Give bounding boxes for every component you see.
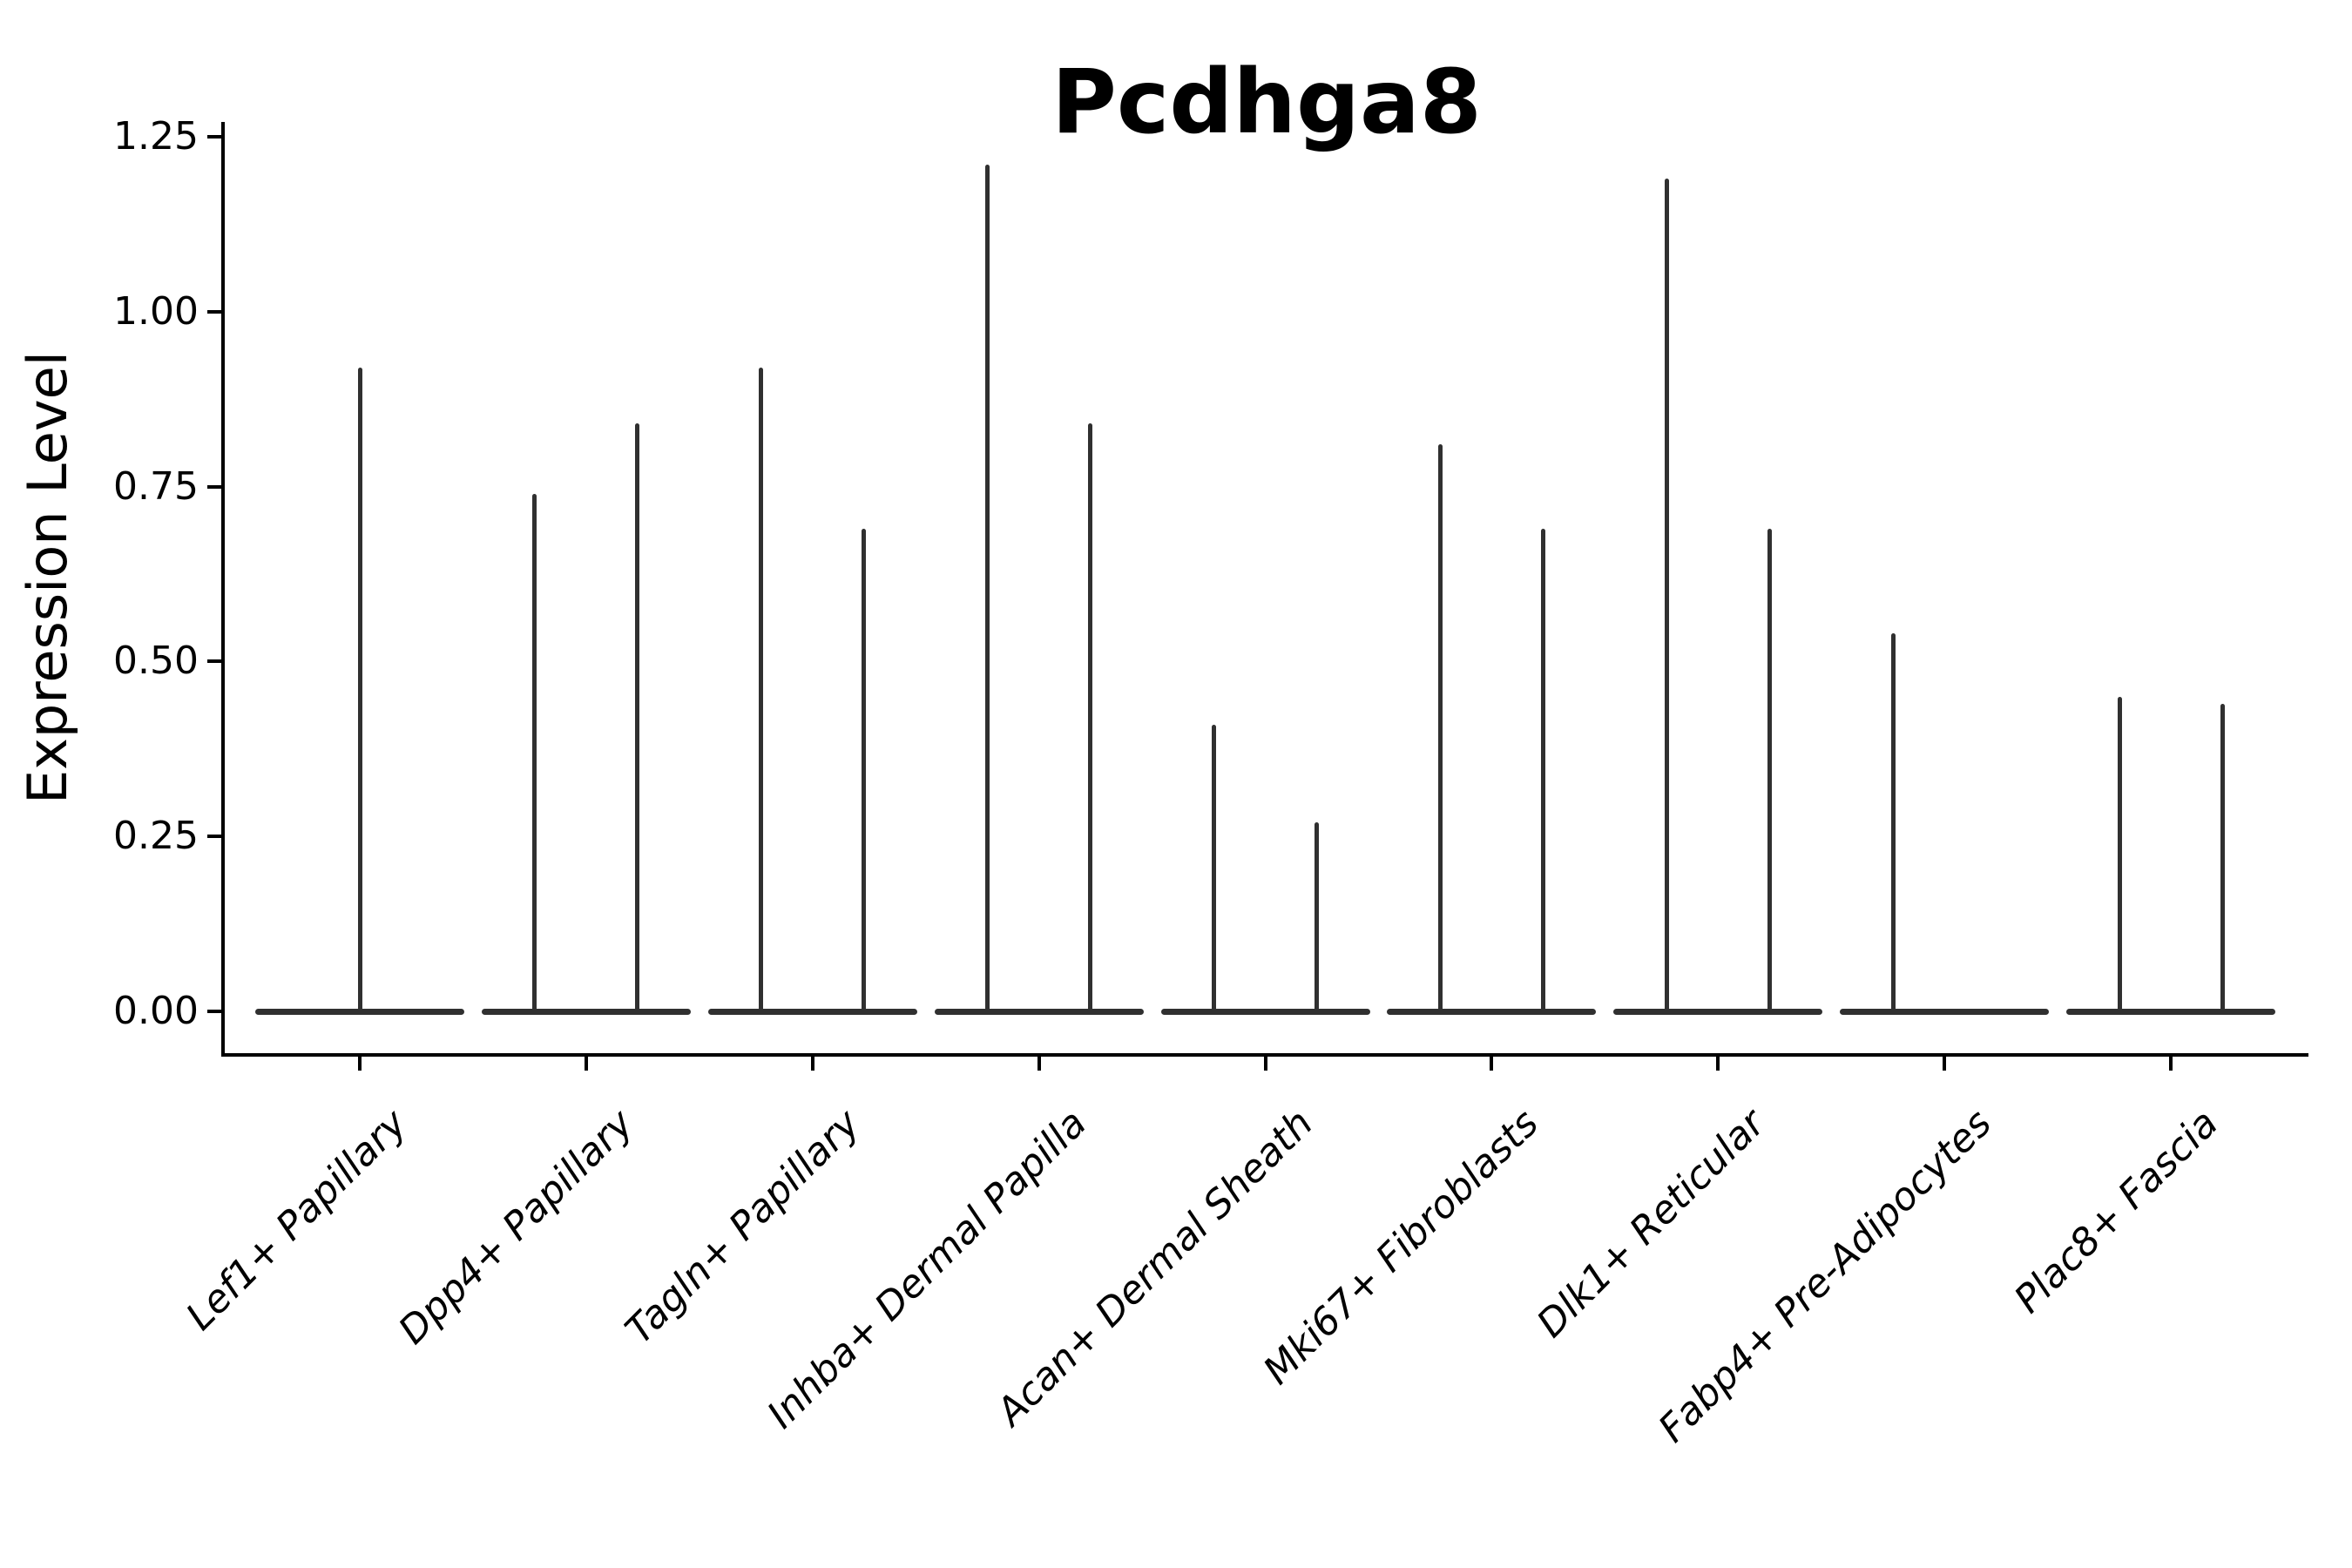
x-tick-label: Plac8+ Fascia <box>2005 1101 2227 1322</box>
violin-spike <box>1088 423 1093 1013</box>
x-tick-label: Mki67+ Fibroblasts <box>1255 1101 1548 1394</box>
x-axis-spine <box>221 1053 2308 1057</box>
violin-spike <box>1212 724 1216 1013</box>
x-tick <box>584 1057 588 1071</box>
y-tick-label: 1.00 <box>113 288 199 334</box>
violin-spike <box>2220 703 2225 1013</box>
y-tick-label: 0.00 <box>113 989 199 1033</box>
violin-spike <box>1540 528 1545 1013</box>
violin-spike <box>635 423 640 1013</box>
x-tick-label: Dlk1+ Reticular <box>1528 1101 1774 1347</box>
x-tick <box>1716 1057 1720 1071</box>
violin-base <box>1387 1008 1597 1015</box>
x-tick-label: Inhba+ Dermal Papilla <box>758 1101 1095 1437</box>
violin-base <box>2066 1008 2275 1015</box>
violin-spike <box>985 165 990 1013</box>
violin-spike <box>1315 822 1319 1013</box>
x-tick <box>358 1057 362 1071</box>
chart-title: Pcdhga8 <box>1051 51 1482 154</box>
violin-base <box>1613 1008 1823 1015</box>
x-tick-label: Dpp4+ Papillary <box>389 1101 642 1354</box>
x-tick-label: Acan+ Dermal Sheath <box>987 1101 1321 1435</box>
y-tick <box>207 309 221 314</box>
violin-spike <box>862 528 867 1013</box>
y-tick <box>207 135 221 139</box>
y-tick-label: 0.75 <box>113 463 199 509</box>
violin-spike <box>357 368 362 1013</box>
x-tick <box>2169 1057 2173 1071</box>
x-tick <box>810 1057 814 1071</box>
x-tick <box>1263 1057 1267 1071</box>
violin-base <box>1840 1008 2050 1015</box>
y-tick <box>207 484 221 489</box>
y-tick <box>207 659 221 664</box>
x-tick <box>1490 1057 1494 1071</box>
x-tick <box>1037 1057 1041 1071</box>
x-tick-label: Lef1+ Papillary <box>178 1101 416 1340</box>
y-tick-label: 1.25 <box>113 114 199 159</box>
violin-spike <box>532 493 537 1013</box>
violin-base <box>481 1008 691 1015</box>
violin-spike <box>1767 528 1772 1013</box>
y-tick-label: 0.25 <box>113 814 199 859</box>
violin-spike <box>759 368 764 1013</box>
y-tick-label: 0.50 <box>113 639 199 684</box>
violin-base <box>1160 1008 1370 1015</box>
violin-spike <box>1664 179 1669 1013</box>
y-tick <box>207 835 221 839</box>
violin-spike <box>2117 696 2122 1013</box>
y-tick <box>207 1010 221 1013</box>
x-tick-label: Tagln+ Papillary <box>617 1101 868 1353</box>
violin-base <box>934 1008 1144 1015</box>
violin-spike <box>1437 444 1443 1013</box>
violin-base <box>707 1008 917 1015</box>
x-tick <box>1943 1057 1947 1071</box>
x-tick-label: Fabp4+ Pre-Adipocytes <box>1650 1101 2001 1451</box>
y-axis-spine <box>221 122 225 1057</box>
violin-spike <box>1890 633 1896 1013</box>
